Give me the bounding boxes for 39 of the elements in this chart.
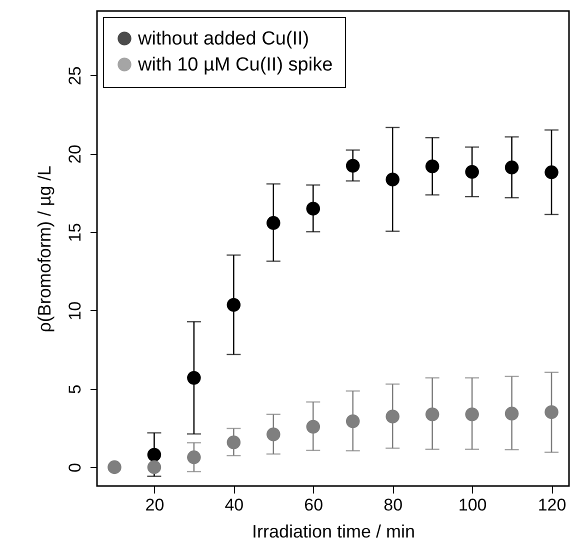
- y-tick-label: 10: [66, 301, 84, 320]
- x-tick-label: 120: [538, 496, 566, 514]
- y-tick-label: 25: [66, 66, 84, 86]
- point: [346, 158, 360, 173]
- point: [266, 216, 280, 230]
- y-tick-label: 15: [66, 223, 84, 242]
- point: [226, 298, 241, 312]
- point: [425, 159, 440, 174]
- point: [346, 414, 360, 428]
- y-tick-label: 20: [66, 144, 84, 164]
- point: [425, 407, 440, 422]
- point: [108, 460, 122, 474]
- point: [504, 406, 519, 420]
- x-tick-label: 40: [224, 496, 244, 514]
- point: [465, 164, 479, 179]
- point: [386, 172, 400, 186]
- y-axis-title: ρ(Bromoform) / µg /L: [34, 166, 54, 332]
- x-tick-label: 60: [304, 496, 324, 514]
- y-tick-label: 0: [66, 462, 84, 472]
- point: [386, 410, 400, 424]
- point: [306, 420, 320, 434]
- point: [465, 407, 479, 422]
- point: [187, 450, 201, 464]
- x-tick-label: 20: [145, 496, 164, 514]
- legend-label: with 10 µM Cu(II) spike: [137, 54, 333, 76]
- point: [306, 202, 320, 216]
- legend-label: without added Cu(II): [137, 28, 310, 50]
- point: [504, 160, 519, 174]
- y-tick-label: 5: [66, 384, 84, 394]
- point: [266, 428, 280, 442]
- x-tick-label: 80: [384, 496, 403, 514]
- point: [544, 165, 558, 180]
- point: [544, 405, 558, 420]
- x-tick-label: 100: [458, 496, 487, 514]
- x-axis-title: Irradiation time / min: [252, 522, 416, 542]
- point: [226, 436, 241, 450]
- point: [187, 370, 201, 385]
- point: [147, 460, 162, 474]
- point: [147, 448, 162, 462]
